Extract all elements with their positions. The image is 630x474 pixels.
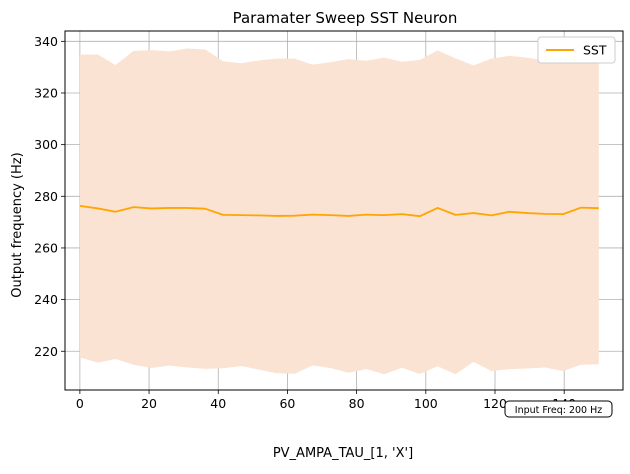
legend-label-sst: SST [583, 43, 607, 58]
confidence-band-layer [79, 48, 599, 375]
y-tick-label: 240 [34, 292, 58, 307]
chart-title: Paramater Sweep SST Neuron [233, 9, 458, 27]
legend: SST [537, 36, 616, 64]
y-tick-label: 320 [34, 85, 58, 100]
input-freq-annotation: Input Freq: 200 Hz [504, 400, 613, 418]
legend-box [537, 36, 616, 64]
sst-confidence-band [79, 48, 599, 375]
plot-frame [64, 30, 624, 391]
y-tick-label: 260 [34, 240, 58, 255]
annotation-box [504, 400, 613, 418]
x-axis-label: PV_AMPA_TAU_[1, 'X'] [273, 446, 413, 461]
x-tick-label: 40 [210, 396, 226, 411]
x-axis-ticks: 020406080100120140 [76, 390, 576, 411]
x-tick-label: 20 [141, 396, 157, 411]
y-tick-label: 340 [34, 34, 58, 49]
x-tick-label: 80 [349, 396, 365, 411]
y-axis-ticks: 220 240 260 280 300 320 340 [34, 34, 65, 359]
y-axis-label: Output frequency (Hz) [10, 152, 25, 297]
sst-series-line [79, 204, 599, 218]
x-tick-label: 100 [414, 396, 438, 411]
y-tick-label: 220 [34, 344, 58, 359]
x-tick-label: 60 [279, 396, 295, 411]
x-tick-label: 0 [76, 396, 84, 411]
y-tick-label: 300 [34, 137, 58, 152]
x-tick-label: 120 [483, 396, 507, 411]
annotation-text: Input Freq: 200 Hz [515, 405, 602, 416]
series-line-layer [79, 204, 599, 218]
y-tick-label: 280 [34, 189, 58, 204]
